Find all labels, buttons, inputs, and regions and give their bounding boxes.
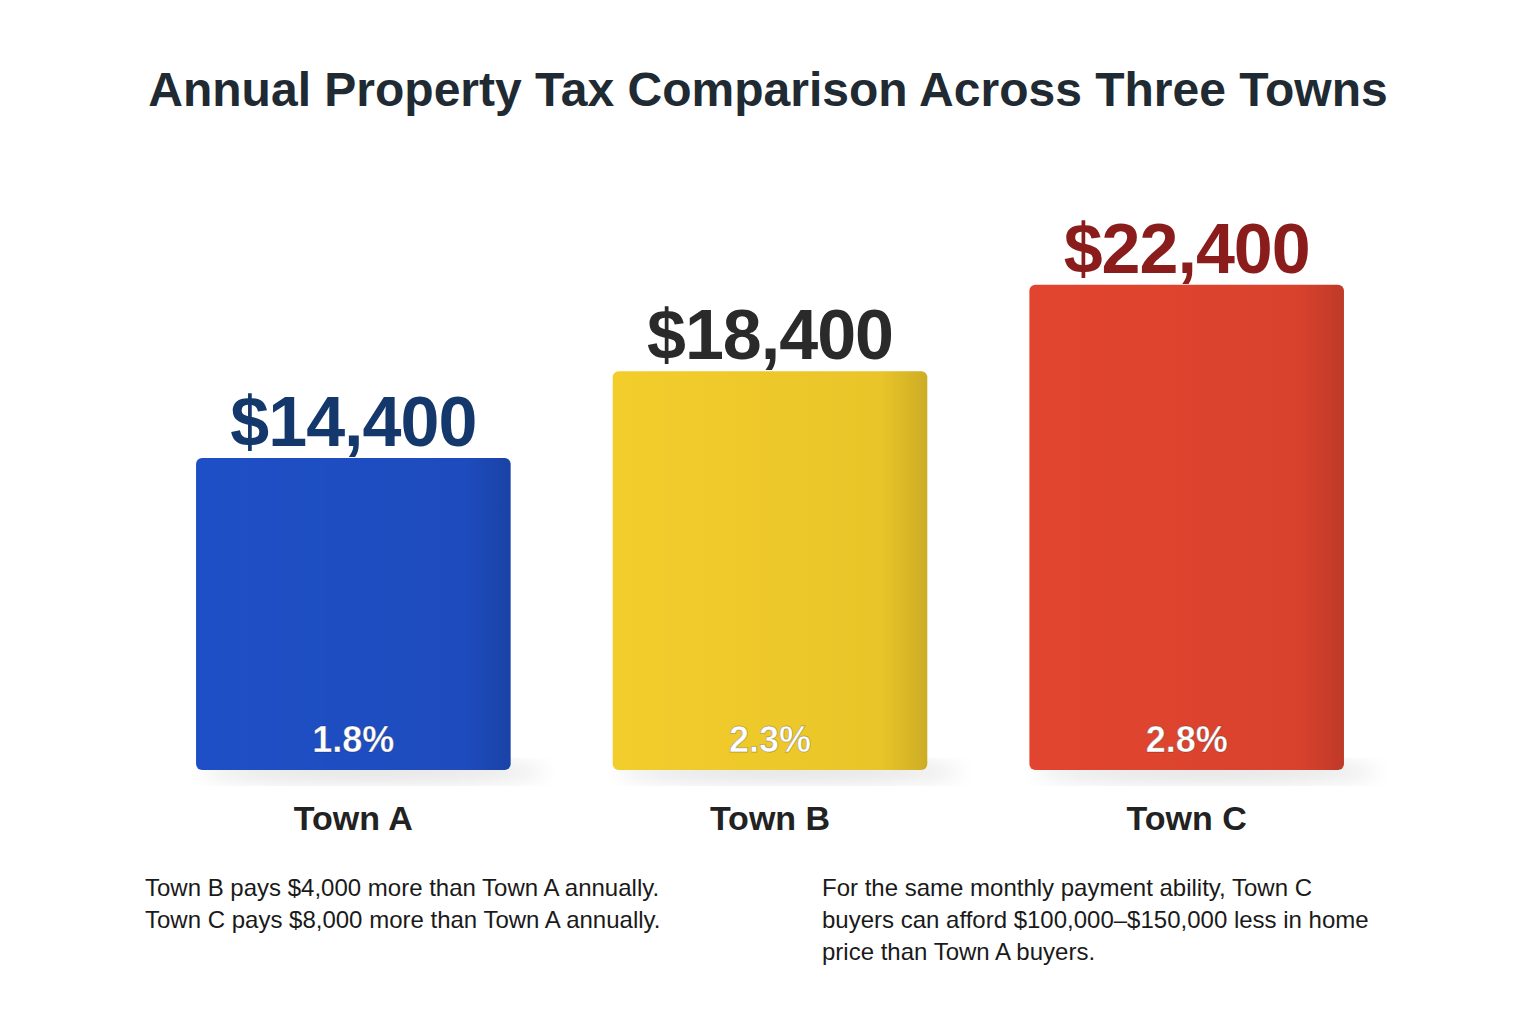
value-label: $14,400 — [230, 383, 476, 461]
annotation-line: buyers can afford $100,000–$150,000 less… — [822, 906, 1369, 933]
rate-label: 1.8% — [312, 719, 394, 760]
bar-shade — [613, 371, 928, 770]
bar — [196, 458, 511, 770]
category-label: Town B — [710, 799, 830, 837]
chart: Annual Property Tax Comparison Across Th… — [0, 0, 1536, 1024]
background — [0, 0, 1536, 1024]
bar-shade — [1029, 285, 1344, 770]
bars — [196, 285, 1344, 770]
title: Annual Property Tax Comparison Across Th… — [148, 63, 1387, 116]
annotation-line: price than Town A buyers. — [822, 938, 1095, 965]
annotation-line: Town B pays $4,000 more than Town A annu… — [145, 874, 659, 901]
rate-label: 2.3% — [729, 719, 811, 760]
annotation-line: For the same monthly payment ability, To… — [822, 874, 1312, 901]
category-label: Town A — [294, 799, 413, 837]
annotation-line: Town C pays $8,000 more than Town A annu… — [145, 906, 660, 933]
annotation: For the same monthly payment ability, To… — [822, 874, 1369, 965]
category-label: Town C — [1127, 799, 1247, 837]
bar-shade — [196, 458, 511, 770]
annotation: Town C pays $8,000 more than Town A annu… — [145, 906, 660, 933]
value-label: $22,400 — [1064, 210, 1310, 288]
bar — [613, 371, 928, 770]
rate-label: 2.8% — [1146, 719, 1228, 760]
value-label: $18,400 — [647, 296, 893, 374]
annotation: Town B pays $4,000 more than Town A annu… — [145, 874, 659, 901]
bar — [1029, 285, 1344, 770]
